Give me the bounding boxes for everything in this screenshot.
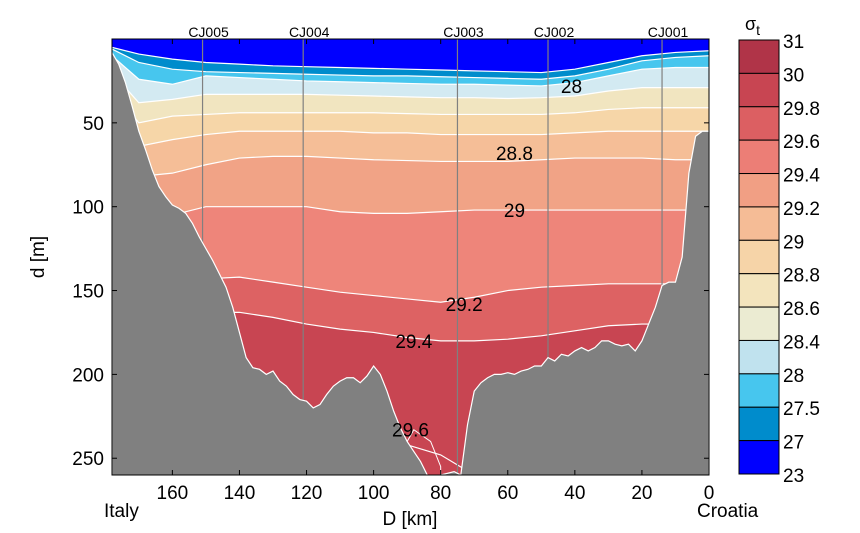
colorbar-tick-label: 31	[783, 32, 804, 53]
y-tick-label: 200	[72, 365, 104, 386]
colorbar-swatch	[738, 306, 780, 341]
y-tick-label: 150	[72, 282, 104, 303]
colorbar-tick-label: 29.8	[783, 99, 820, 120]
colorbar-swatch	[738, 106, 780, 141]
plot-area	[112, 39, 709, 475]
colorbar-tick-label: 29.4	[783, 166, 820, 187]
contour-label: 28	[561, 77, 582, 98]
colorbar-tick-label: 27	[783, 433, 804, 454]
x-tick-label: 140	[224, 483, 256, 504]
colorbar-swatch	[738, 173, 780, 208]
colorbar-tick-label: 28.8	[783, 266, 820, 287]
colorbar-swatch	[738, 273, 780, 308]
contour-label: 29.2	[446, 295, 483, 316]
x-tick-label: 60	[497, 483, 518, 504]
x-tick-label: 120	[291, 483, 323, 504]
y-tick-label: 250	[72, 449, 104, 470]
colorbar-swatch	[738, 440, 780, 475]
x-tick-label: 0	[704, 483, 715, 504]
x-tick-label: 100	[358, 483, 390, 504]
y-axis: 50 100 150 200 250	[72, 114, 709, 470]
bathymetry	[112, 51, 709, 475]
colorbar-swatch	[738, 139, 780, 175]
colorbar-tick-label: 28	[783, 366, 804, 387]
colorbar-tick-label: 23	[783, 466, 804, 487]
colorbar-title: σt	[745, 14, 760, 38]
colorbar-swatch	[738, 373, 780, 408]
y-tick-label: 100	[72, 198, 104, 219]
station-label: CJ005	[188, 24, 229, 40]
colorbar-tick-label: 29.6	[783, 132, 820, 153]
plot-frame	[111, 38, 710, 476]
station-labels: CJ005 CJ004 CJ003 CJ002 CJ001	[188, 24, 688, 40]
colorbar-tick-label: 28.4	[783, 332, 820, 353]
colorbar-tick-label: 30	[783, 65, 804, 86]
station-label: CJ001	[648, 24, 689, 40]
contour-labels: 28 28.8 29 29.2 29.4 29.6	[392, 77, 582, 442]
colorbar-tick-label: 28.6	[783, 299, 820, 320]
contour-label: 29.4	[395, 332, 432, 353]
station-label: CJ002	[534, 24, 575, 40]
colorbar-swatch	[738, 339, 780, 375]
x-tick-label: 160	[157, 483, 189, 504]
x-axis: 160 140 120 100 80 60 40 20 0	[157, 39, 715, 504]
contour-label: 29	[504, 201, 525, 222]
contour-line	[112, 114, 709, 147]
colorbar-tick-label: 29.2	[783, 199, 820, 220]
colorbar-swatch	[738, 39, 780, 74]
contour-line	[112, 72, 709, 104]
x-axis-label: D [km]	[383, 509, 438, 530]
colorbar-swatch	[738, 72, 780, 108]
x-tick-label: 80	[430, 483, 451, 504]
left-end-label: Italy	[104, 501, 139, 522]
colorbar-swatch	[738, 406, 780, 442]
station-label: CJ004	[289, 24, 330, 40]
colorbar-tick-label: 27.5	[783, 399, 820, 420]
contour-line	[112, 88, 709, 124]
colorbar-title-subscript: t	[756, 22, 760, 38]
colorbar-swatch	[738, 239, 780, 275]
contour-line	[112, 46, 709, 74]
contour-label: 28.8	[496, 144, 533, 165]
contour-line	[112, 48, 709, 80]
colorbar-swatch	[738, 206, 780, 241]
contour-line	[112, 139, 709, 178]
contour-line	[112, 172, 709, 225]
colorbar-tick-label: 29	[783, 232, 804, 253]
right-end-label: Croatia	[697, 501, 759, 522]
x-tick-label: 20	[631, 483, 652, 504]
station-label: CJ003	[443, 24, 484, 40]
colorbar-title-sigma: σ	[745, 14, 756, 34]
x-tick-label: 40	[564, 483, 585, 504]
contour-label: 29.6	[392, 421, 429, 442]
y-tick-label: 50	[83, 114, 104, 135]
y-axis-label: d [m]	[28, 236, 49, 278]
colorbar: 31 30 29.8 29.6 29.4 29.2 29 28.8 28.6 28.4 28 27.5…	[738, 32, 820, 487]
contour-line	[112, 55, 709, 87]
